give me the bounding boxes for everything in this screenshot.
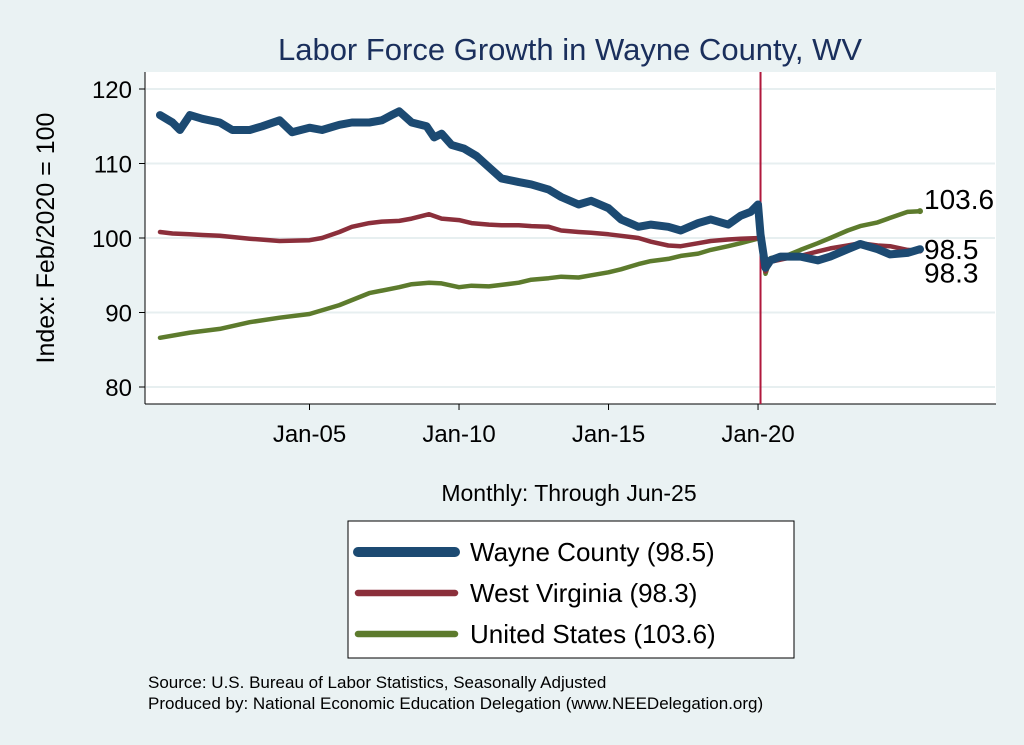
series-end-marker [917, 208, 923, 215]
producer-note: Produced by: National Economic Education… [148, 694, 763, 713]
x-axis-ticks: Jan-05 Jan-10 Jan-15 Jan-20 [273, 404, 795, 448]
y-tick-label: 120 [92, 77, 132, 104]
x-tick-label: Jan-15 [572, 421, 645, 448]
chart-title: Labor Force Growth in Wayne County, WV [278, 32, 862, 67]
series-line [157, 208, 923, 341]
y-tick-label: 90 [105, 301, 132, 328]
series-line [156, 107, 924, 272]
legend-entry: West Virginia (98.3) [470, 578, 697, 608]
y-tick-label: 100 [92, 226, 132, 253]
gridlines [146, 88, 995, 388]
y-tick-label: 80 [105, 375, 132, 402]
legend: Wayne County (98.5) West Virginia (98.3) U… [353, 537, 716, 649]
legend-entry: United States (103.6) [470, 619, 716, 649]
series-end-marker [917, 246, 923, 253]
x-axis-label: Monthly: Through Jun-25 [441, 480, 696, 506]
x-tick-label: Jan-05 [273, 421, 346, 448]
end-label: 103.6 [924, 184, 994, 215]
end-label: 98.5 [924, 234, 979, 265]
legend-entry: Wayne County (98.5) [470, 537, 715, 567]
source-note: Source: U.S. Bureau of Labor Statistics,… [148, 673, 606, 692]
y-tick-label: 110 [94, 152, 132, 179]
end-label: 98.3 [924, 258, 979, 289]
y-axis-label: Index: Feb/2020 = 100 [32, 113, 60, 364]
y-axis-ticks: 80 90 100 110 120 [92, 77, 145, 402]
end-labels: 103.6 98.598.3 [924, 184, 994, 288]
x-tick-label: Jan-10 [422, 421, 495, 448]
x-tick-label: Jan-20 [721, 421, 794, 448]
series-group [156, 107, 924, 341]
